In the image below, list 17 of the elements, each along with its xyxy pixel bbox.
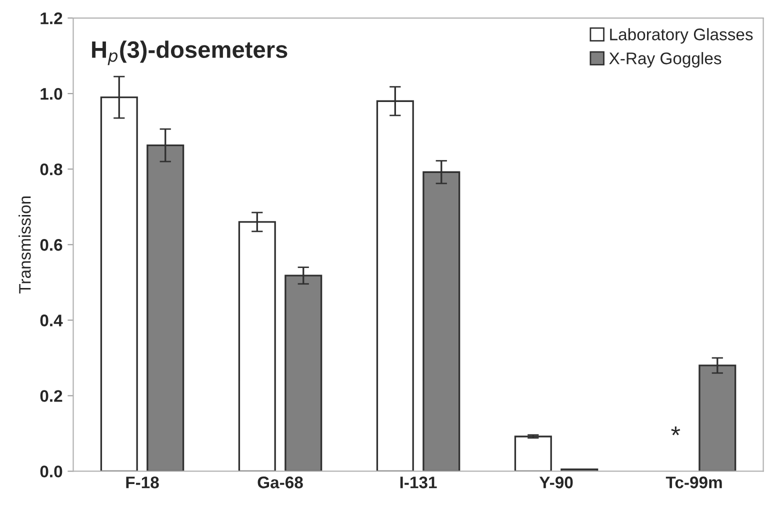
y-tick-label: 0.8 xyxy=(40,163,62,176)
x-tick-label: F-18 xyxy=(126,476,159,488)
x-tick-label: Tc-99m xyxy=(666,476,722,488)
text: H$_{p}$(3)-dosemeters xyxy=(92,40,288,66)
x-tick-label: Y-90 xyxy=(539,476,573,488)
y-tick-label: 0.4 xyxy=(40,314,63,326)
annotation: * xyxy=(671,426,680,436)
legend-label: Laboratory Glasses xyxy=(610,28,753,44)
x-tick-label: Ga-68 xyxy=(258,476,303,488)
y-axis-title: Transmission xyxy=(18,196,31,294)
x-tick-label: I-131 xyxy=(400,476,437,488)
y-tick-label: 1.0 xyxy=(40,88,62,100)
y-tick-label: 1.2 xyxy=(40,12,62,24)
y-tick-label: 0.0 xyxy=(40,466,62,478)
y-tick-label: 0.6 xyxy=(40,239,62,251)
legend-label: X-Ray Goggles xyxy=(609,52,722,68)
y-tick-label: 0.2 xyxy=(40,390,62,402)
